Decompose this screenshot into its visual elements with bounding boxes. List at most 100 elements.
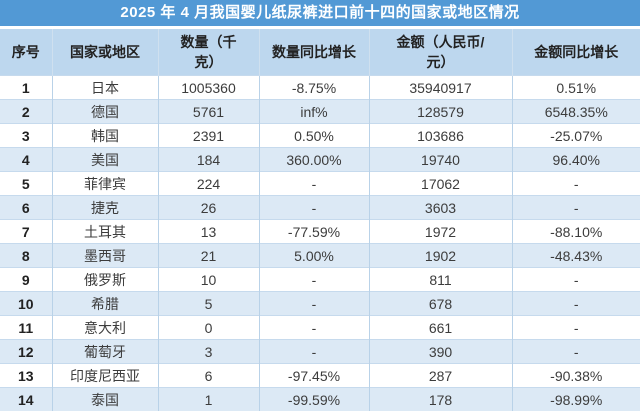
cell-quantity_yoy: -97.45% (258, 363, 369, 388)
table-row: 9 俄罗斯 10-811- (0, 267, 640, 292)
cell-index: 13 (0, 363, 52, 388)
cell-quantity_yoy: 5.00% (258, 243, 369, 268)
table-row: 2 德国 5761 inf% 128579 6548.35% (0, 99, 640, 124)
cell-quantity_yoy: - (258, 315, 369, 340)
cell-amount_yoy: -48.43% (511, 243, 640, 268)
cell-index: 14 (0, 387, 52, 411)
cell-index: 8 (0, 243, 52, 268)
cell-country: 泰国 (51, 387, 158, 411)
cell-amount_cny: 811 (368, 267, 512, 292)
header-amount-yoy: 金额同比增长 (511, 29, 640, 76)
cell-index: 3 (0, 123, 52, 148)
cell-amount_cny: 35940917 (368, 75, 512, 100)
cell-index: 4 (0, 147, 52, 172)
cell-country: 菲律宾 (51, 171, 158, 196)
table-title: 2025 年 4 月我国婴儿纸尿裤进口前十四的国家或地区情况 (0, 0, 640, 26)
cell-quantity_kg: 6 (157, 363, 259, 388)
cell-country: 希腊 (51, 291, 158, 316)
cell-quantity_kg: 21 (157, 243, 259, 268)
cell-quantity_yoy: -8.75% (258, 75, 369, 100)
table-row: 11 意大利 0-661- (0, 315, 640, 340)
table-row: 4 美国 184 360.00% 19740 96.40% (0, 147, 640, 172)
cell-index: 9 (0, 267, 52, 292)
cell-quantity_kg: 184 (157, 147, 259, 172)
cell-amount_cny: 1902 (368, 243, 512, 268)
cell-amount_yoy: -88.10% (511, 219, 640, 244)
table-row: 1 日本 1005360 -8.75% 35940917 0.51% (0, 75, 640, 100)
cell-quantity_kg: 26 (157, 195, 259, 220)
cell-quantity_yoy: - (258, 291, 369, 316)
cell-amount_yoy: - (511, 171, 640, 196)
cell-amount_yoy: - (511, 315, 640, 340)
table-row: 7 土耳其 13 -77.59% 1972 -88.10% (0, 219, 640, 244)
table-row: 12 葡萄牙 3-390- (0, 339, 640, 364)
header-quantity-yoy: 数量同比增长 (258, 29, 369, 76)
import-table: 序号 国家或地区 数量（千克） 数量同比增长 金额（人民币/元） 金额同比增长 … (0, 29, 640, 411)
cell-amount_yoy: -25.07% (511, 123, 640, 148)
cell-amount_cny: 3603 (368, 195, 512, 220)
table-body: 1 日本 1005360 -8.75% 35940917 0.51% 2 德国 5761 inf%… (0, 75, 640, 411)
cell-quantity_kg: 5 (157, 291, 259, 316)
cell-quantity_kg: 10 (157, 267, 259, 292)
header-amount-cny: 金额（人民币/元） (368, 29, 512, 76)
cell-quantity_kg: 1005360 (157, 75, 259, 100)
cell-quantity_kg: 0 (157, 315, 259, 340)
cell-country: 德国 (51, 99, 158, 124)
cell-amount_cny: 103686 (368, 123, 512, 148)
cell-country: 印度尼西亚 (51, 363, 158, 388)
cell-quantity_kg: 13 (157, 219, 259, 244)
cell-quantity_kg: 1 (157, 387, 259, 411)
cell-amount_yoy: 6548.35% (511, 99, 640, 124)
cell-country: 土耳其 (51, 219, 158, 244)
cell-quantity_yoy: 360.00% (258, 147, 369, 172)
cell-amount_yoy: 96.40% (511, 147, 640, 172)
table-row: 8 墨西哥 21 5.00% 1902 -48.43% (0, 243, 640, 268)
table-row: 10 希腊 5-678- (0, 291, 640, 316)
cell-amount_yoy: -98.99% (511, 387, 640, 411)
cell-amount_cny: 678 (368, 291, 512, 316)
cell-country: 捷克 (51, 195, 158, 220)
cell-country: 美国 (51, 147, 158, 172)
table-row: 14 泰国 1 -99.59% 178 -98.99% (0, 387, 640, 411)
cell-country: 韩国 (51, 123, 158, 148)
cell-quantity_yoy: - (258, 171, 369, 196)
cell-country: 俄罗斯 (51, 267, 158, 292)
cell-quantity_kg: 2391 (157, 123, 259, 148)
table-row: 5 菲律宾 224-17062- (0, 171, 640, 196)
cell-quantity_kg: 224 (157, 171, 259, 196)
cell-amount_cny: 661 (368, 315, 512, 340)
cell-index: 1 (0, 75, 52, 100)
cell-country: 意大利 (51, 315, 158, 340)
cell-index: 5 (0, 171, 52, 196)
cell-amount_yoy: 0.51% (511, 75, 640, 100)
cell-index: 6 (0, 195, 52, 220)
cell-amount_yoy: - (511, 339, 640, 364)
cell-country: 日本 (51, 75, 158, 100)
table-row: 3 韩国 2391 0.50% 103686 -25.07% (0, 123, 640, 148)
cell-amount_yoy: - (511, 267, 640, 292)
cell-amount_cny: 390 (368, 339, 512, 364)
header-row: 序号 国家或地区 数量（千克） 数量同比增长 金额（人民币/元） 金额同比增长 (0, 29, 640, 76)
header-index: 序号 (0, 29, 52, 76)
cell-amount_cny: 17062 (368, 171, 512, 196)
cell-index: 7 (0, 219, 52, 244)
cell-amount_cny: 128579 (368, 99, 512, 124)
cell-amount_cny: 178 (368, 387, 512, 411)
cell-amount_cny: 287 (368, 363, 512, 388)
cell-amount_cny: 1972 (368, 219, 512, 244)
header-quantity-kg: 数量（千克） (157, 29, 259, 76)
cell-quantity_yoy: -99.59% (258, 387, 369, 411)
table-header: 序号 国家或地区 数量（千克） 数量同比增长 金额（人民币/元） 金额同比增长 (0, 29, 640, 76)
cell-index: 2 (0, 99, 52, 124)
cell-quantity_yoy: - (258, 339, 369, 364)
cell-quantity_yoy: inf% (258, 99, 369, 124)
cell-quantity_yoy: - (258, 267, 369, 292)
cell-quantity_yoy: 0.50% (258, 123, 369, 148)
cell-quantity_yoy: -77.59% (258, 219, 369, 244)
cell-index: 12 (0, 339, 52, 364)
cell-quantity_kg: 3 (157, 339, 259, 364)
cell-index: 10 (0, 291, 52, 316)
table-row: 13 印度尼西亚 6 -97.45% 287 -90.38% (0, 363, 640, 388)
cell-index: 11 (0, 315, 52, 340)
